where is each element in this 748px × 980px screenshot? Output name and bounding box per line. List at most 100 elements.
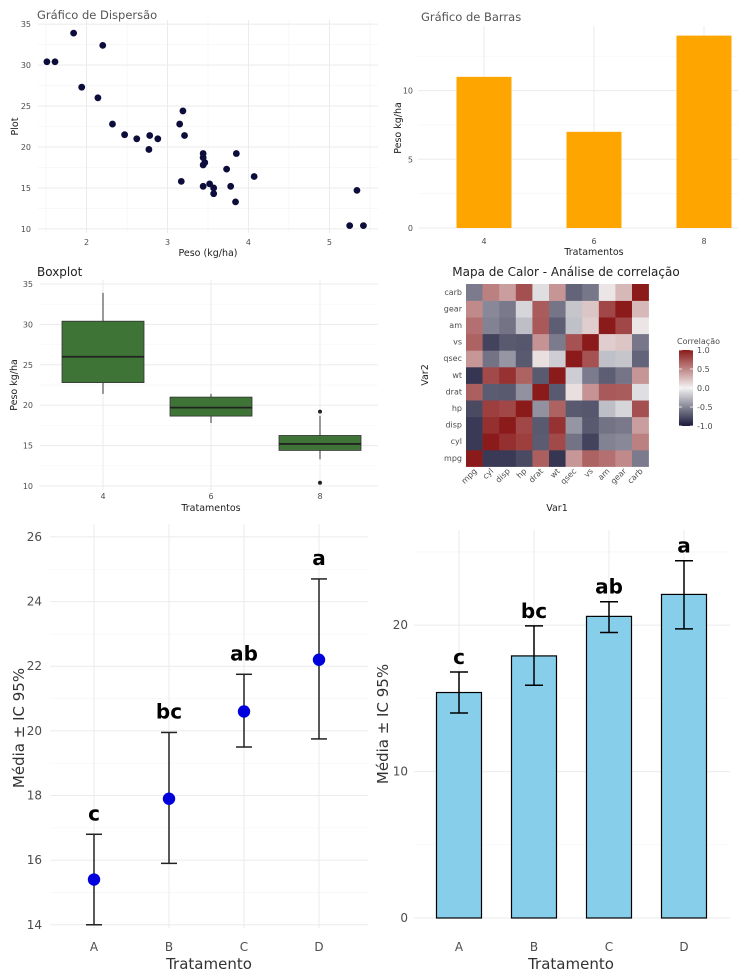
scatter-point [199, 182, 207, 190]
scatter-point [78, 83, 86, 91]
heatmap-chart: mpgmpgcylcyldispdisphphpdratdratwtwtqsec… [420, 265, 720, 514]
heatmap-cell [582, 400, 600, 418]
means-bars-letter: a [677, 534, 691, 558]
heatmap-cell [532, 383, 550, 401]
scatter-point [360, 222, 367, 230]
heatmap-cell [532, 433, 550, 451]
heatmap-cell [499, 416, 517, 434]
heatmap-y-axis-title: Var2 [420, 364, 431, 386]
means-bars-bar [435, 691, 483, 919]
heatmap-cell [598, 300, 616, 318]
heatmap-cell [466, 300, 483, 318]
boxplot-y-tick-label: 10 [23, 482, 33, 491]
heatmap-cell [632, 317, 649, 335]
scatter-y-tick-label: 25 [21, 102, 31, 111]
heatmap-cell [615, 433, 633, 451]
heatmap-cell [615, 400, 633, 418]
boxplot-x-tick-label: 4 [100, 492, 105, 501]
means-points-y-tick-label: 18 [27, 788, 42, 802]
heatmap-cell [515, 400, 533, 418]
means-points-x-tick-label: A [90, 940, 99, 954]
means-bars-chart: 0 10 20 c Abc Bab Ca D Tratamento Média ± IC 95% [374, 530, 730, 973]
heatmap-cell [632, 450, 649, 467]
scatter-point [179, 107, 187, 115]
heatmap-cell [482, 416, 500, 434]
heatmap-cell [598, 367, 616, 384]
heatmap-cell [466, 433, 483, 451]
heatmap-y-tick-label: wt [452, 371, 462, 380]
means-points-y-tick-label: 26 [27, 530, 42, 544]
heatmap-cell [565, 433, 583, 451]
heatmap-cell [515, 350, 533, 368]
heatmap-y-tick-label: gear [444, 304, 463, 313]
boxplot-y-tick-label: 20 [23, 401, 33, 410]
heatmap-y-tick-label: carb [444, 288, 462, 297]
heatmap-cell [615, 383, 633, 401]
heatmap-cell [582, 383, 600, 401]
heatmap-cell [598, 284, 616, 301]
means-points-point [87, 873, 101, 886]
heatmap-cell [549, 300, 566, 318]
heatmap-cell [482, 367, 500, 384]
heatmap-x-tick-label: qsec [559, 467, 579, 487]
heatmap-cell [565, 317, 583, 335]
means-bars-bar [585, 615, 633, 919]
boxplot-x-tick-label: 6 [208, 492, 213, 501]
heatmap-cell [482, 350, 500, 368]
means-bars-y-axis-title: Média ± IC 95% [374, 664, 392, 784]
heatmap-cell [532, 284, 550, 301]
means-points-y-tick-label: 14 [27, 918, 42, 932]
heatmap-cell [515, 450, 533, 467]
boxplot-y-tick-label: 25 [23, 361, 33, 370]
scatter-point [51, 58, 59, 66]
scatter-y-tick-label: 35 [21, 20, 31, 29]
heatmap-y-tick-label: disp [445, 421, 462, 430]
boxplot-chart: 10 15 20 25 30 35 4 6 8 Boxplot Tratamentos Peso kg… [9, 265, 378, 514]
scatter-point [201, 159, 209, 166]
heatmap-cell [482, 383, 500, 401]
heatmap-cell [615, 300, 633, 318]
heatmap-legend-label: -1.0 [697, 422, 713, 431]
heatmap-cell [482, 300, 500, 318]
heatmap-cell [515, 300, 533, 318]
means-bars-bar [660, 593, 708, 919]
means-bars-x-tick-label: D [679, 940, 688, 954]
heatmap-cell [565, 450, 583, 467]
scatter-point [43, 58, 51, 66]
heatmap-cell [582, 416, 600, 434]
bar-x-axis-title: Tratamentos [563, 247, 623, 258]
heatmap-cell [632, 350, 649, 368]
scatter-point [121, 131, 129, 139]
scatter-point [199, 150, 207, 157]
scatter-point [177, 177, 185, 185]
scatter-chart: 2 3 4 5 10 15 20 25 30 35 Gráfico de Dispersão Peso… [10, 8, 378, 259]
bar-x-tick-label: 8 [701, 237, 706, 246]
heatmap-cell [615, 284, 633, 301]
heatmap-cell [615, 367, 633, 384]
heatmap-cell [565, 400, 583, 418]
heatmap-cell [499, 450, 517, 467]
heatmap-cell [565, 284, 583, 301]
scatter-y-tick-label: 30 [21, 61, 31, 70]
scatter-point [176, 120, 184, 128]
means-bars-y-tick-label: 10 [393, 765, 408, 779]
heatmap-cell [582, 300, 600, 318]
heatmap-cell [549, 400, 566, 418]
heatmap-cell [515, 416, 533, 434]
scatter-point [181, 132, 188, 139]
heatmap-cell [582, 333, 600, 351]
bar-y-tick-label: 5 [408, 155, 413, 164]
heatmap-cell [549, 284, 566, 301]
heatmap-cell [466, 284, 483, 301]
heatmap-cell [515, 317, 533, 335]
means-points-y-tick-label: 22 [27, 659, 42, 673]
heatmap-cell [466, 317, 483, 335]
heatmap-cell [632, 300, 649, 318]
heatmap-y-tick-label: qsec [443, 354, 462, 363]
scatter-point [210, 184, 218, 192]
heatmap-x-tick-label: vs [582, 467, 595, 480]
heatmap-cell [565, 333, 583, 351]
heatmap-cell [582, 350, 600, 368]
heatmap-cell [582, 317, 600, 335]
heatmap-legend-title: Correlação [677, 337, 720, 346]
